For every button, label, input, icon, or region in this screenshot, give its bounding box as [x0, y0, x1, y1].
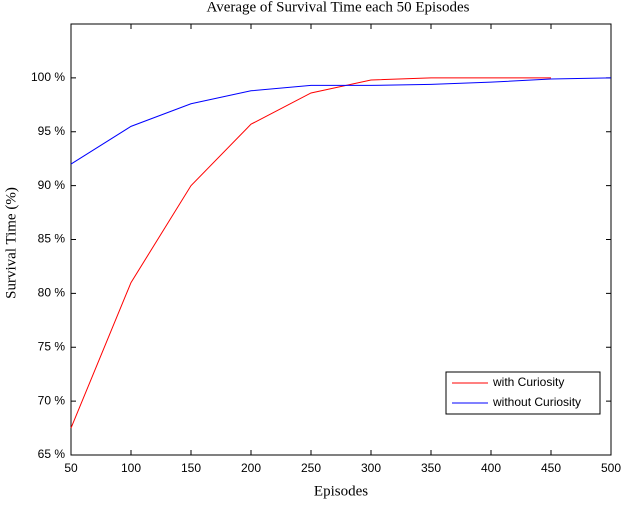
x-tick-label: 100 [121, 461, 141, 475]
chart-title: Average of Survival Time each 50 Episode… [206, 0, 469, 15]
x-tick-label: 200 [241, 461, 261, 475]
legend-box [445, 371, 601, 415]
y-tick-label: 100 % [31, 70, 65, 84]
x-axis-label: Episodes [314, 483, 368, 499]
series-line [70, 77, 551, 429]
x-tick-label: 50 [64, 461, 78, 475]
x-tick-label: 450 [541, 461, 561, 475]
series-line [70, 77, 612, 165]
y-tick-label: 65 % [38, 447, 66, 461]
y-axis-label: Survival Time (%) [3, 187, 19, 299]
x-tick-label: 350 [421, 461, 441, 475]
y-tick-label: 85 % [38, 232, 66, 246]
legend-label: with Curiosity [492, 375, 564, 389]
x-tick-label: 300 [361, 461, 381, 475]
legend-label: without Curiosity [492, 395, 581, 409]
y-tick-label: 75 % [38, 339, 66, 353]
x-tick-label: 150 [181, 461, 201, 475]
x-tick-label: 400 [481, 461, 501, 475]
y-tick-label: 70 % [38, 393, 66, 407]
y-tick-label: 80 % [38, 286, 66, 300]
y-tick-label: 90 % [38, 178, 66, 192]
x-tick-label: 250 [301, 461, 321, 475]
y-tick-label: 95 % [38, 124, 66, 138]
x-tick-label: 500 [601, 461, 621, 475]
